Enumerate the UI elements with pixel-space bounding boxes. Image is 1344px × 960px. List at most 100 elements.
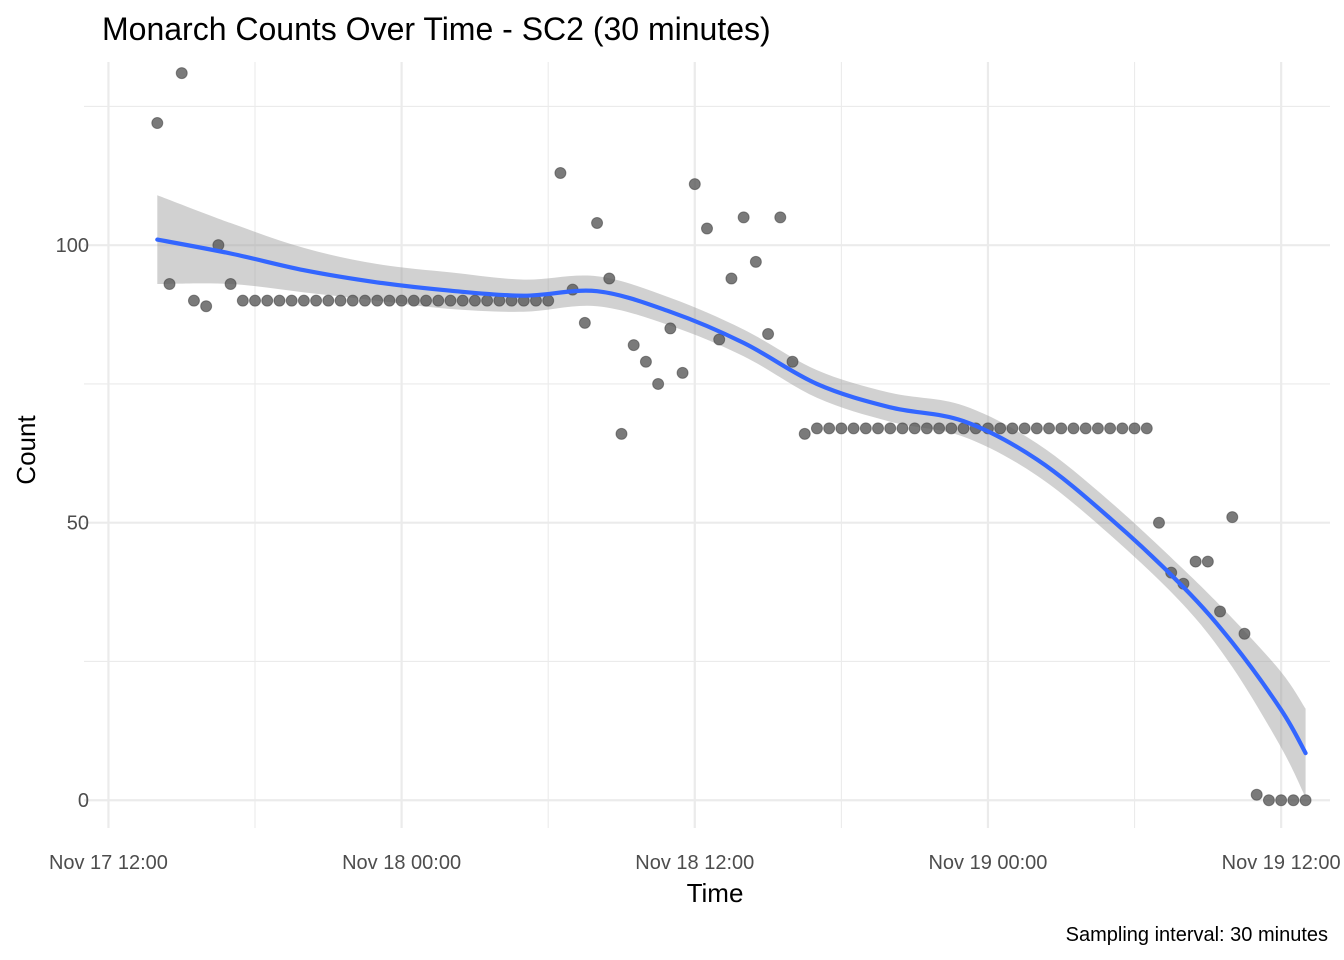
data-point [1079, 422, 1092, 435]
data-point [859, 422, 872, 435]
data-point [273, 294, 286, 307]
data-point [334, 294, 347, 307]
data-point [407, 294, 420, 307]
data-point [1018, 422, 1031, 435]
major-gridlines [84, 62, 1330, 828]
x-tick-label: Nov 19 00:00 [928, 852, 1047, 874]
data-point [1238, 627, 1251, 640]
data-point [371, 294, 384, 307]
data-point [1275, 794, 1288, 807]
smooth-line-layer [155, 237, 1308, 756]
data-point [456, 294, 469, 307]
data-point [884, 422, 897, 435]
data-point [1250, 788, 1263, 801]
data-point [187, 294, 200, 307]
data-point [395, 294, 408, 307]
y-tick-label: 100 [56, 235, 89, 257]
data-point [676, 366, 689, 379]
data-point [542, 294, 555, 307]
data-point [749, 255, 762, 268]
data-point [615, 427, 628, 440]
data-point [420, 294, 433, 307]
scatter-points-layer [151, 67, 1312, 807]
confidence-band-layer [157, 195, 1306, 798]
data-point [774, 211, 787, 224]
data-point [1128, 422, 1141, 435]
data-point [200, 300, 213, 313]
data-point [163, 278, 176, 291]
x-tick-label: Nov 18 12:00 [635, 852, 754, 874]
data-point [1152, 516, 1165, 529]
data-point [1091, 422, 1104, 435]
data-point [664, 322, 677, 335]
data-point [1116, 422, 1129, 435]
data-point [1055, 422, 1068, 435]
data-point [810, 422, 823, 435]
data-point [1214, 605, 1227, 618]
data-point [762, 327, 775, 340]
data-point [603, 272, 616, 285]
data-point [994, 422, 1007, 435]
data-point [1140, 422, 1153, 435]
data-point [945, 422, 958, 435]
data-point [1262, 794, 1275, 807]
data-point [701, 222, 713, 235]
chart-title: Monarch Counts Over Time - SC2 (30 minut… [102, 11, 771, 47]
data-point [835, 422, 848, 435]
data-point [823, 422, 836, 435]
data-point [1043, 422, 1056, 435]
data-point [554, 167, 567, 180]
data-point [358, 294, 371, 307]
data-point [444, 294, 457, 307]
data-point [224, 278, 237, 291]
data-point [591, 216, 604, 229]
data-point [1201, 555, 1214, 568]
data-point [297, 294, 310, 307]
data-point [578, 316, 591, 329]
data-point [896, 422, 909, 435]
data-point [1299, 794, 1312, 807]
data-point [1104, 422, 1117, 435]
data-point [1006, 422, 1019, 435]
data-point [249, 294, 262, 307]
y-tick-label: 50 [67, 513, 89, 535]
y-axis-tick-labels: 0 50 100 [56, 235, 89, 812]
data-point [737, 211, 750, 224]
x-axis-title: Time [687, 878, 744, 908]
data-point [285, 294, 298, 307]
confidence-band [157, 195, 1306, 798]
data-point [652, 377, 665, 390]
y-tick-label: 0 [78, 790, 89, 812]
data-point [322, 294, 335, 307]
data-point [786, 355, 799, 368]
data-point [713, 333, 726, 346]
data-point [908, 422, 921, 435]
chart-caption: Sampling interval: 30 minutes [1066, 924, 1328, 946]
data-point [688, 178, 701, 191]
data-point [261, 294, 274, 307]
data-point [175, 67, 188, 80]
x-tick-label: Nov 18 00:00 [342, 852, 461, 874]
data-point [1287, 794, 1300, 807]
data-point [627, 339, 640, 352]
data-point [432, 294, 445, 307]
data-point [872, 422, 885, 435]
data-point [933, 422, 946, 435]
minor-gridlines [84, 62, 1330, 828]
x-axis-tick-labels: Nov 17 12:00 Nov 18 00:00 Nov 18 12:00 Nov … [49, 852, 1341, 874]
data-point [481, 294, 494, 307]
data-point [236, 294, 249, 307]
data-point [310, 294, 323, 307]
data-point [1226, 511, 1239, 524]
x-tick-label: Nov 19 12:00 [1222, 852, 1341, 874]
data-point [1030, 422, 1043, 435]
data-point [383, 294, 396, 307]
y-axis-title: Count [11, 415, 41, 485]
x-tick-label: Nov 17 12:00 [49, 852, 168, 874]
data-point [151, 117, 164, 130]
data-point [1189, 555, 1202, 568]
data-point [468, 294, 481, 307]
data-point [847, 422, 860, 435]
data-point [725, 272, 738, 285]
